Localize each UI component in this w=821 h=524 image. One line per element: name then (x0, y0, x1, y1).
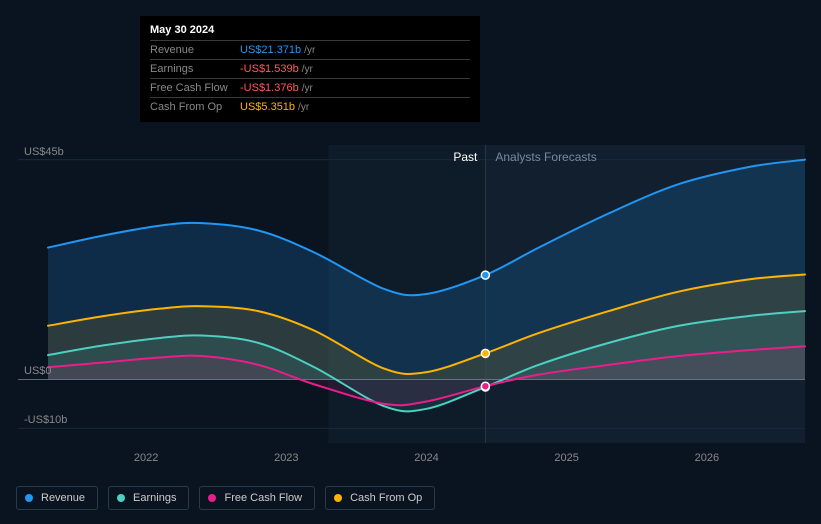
x-axis-label: 2026 (695, 452, 719, 464)
y-axis-label: -US$10b (24, 414, 67, 426)
x-axis-label: 2023 (274, 452, 298, 464)
tooltip-row-label: Earnings (150, 63, 240, 75)
tooltip-row-value: US$5.351b (240, 101, 295, 113)
legend-dot-icon (25, 494, 33, 502)
legend-item-revenue[interactable]: Revenue (16, 486, 98, 510)
legend-item-earnings[interactable]: Earnings (108, 486, 189, 510)
tooltip-row-label: Revenue (150, 44, 240, 56)
tooltip-row-unit: /yr (302, 83, 313, 94)
chart-legend: Revenue Earnings Free Cash Flow Cash From O… (16, 486, 435, 510)
x-axis-label: 2022 (134, 452, 158, 464)
tooltip-row-value: -US$1.376b (240, 82, 299, 94)
legend-item-label: Revenue (41, 492, 85, 504)
tooltip-row-label: Free Cash Flow (150, 82, 240, 94)
legend-dot-icon (334, 494, 342, 502)
x-axis-label: 2024 (414, 452, 438, 464)
legend-item-label: Cash From Op (350, 492, 422, 504)
tooltip-row-unit: /yr (304, 45, 315, 56)
tooltip-row: Earnings-US$1.539b/yr (150, 59, 470, 78)
hover-tooltip: May 30 2024 RevenueUS$21.371b/yrEarnings… (140, 16, 480, 122)
legend-item-label: Earnings (133, 492, 176, 504)
tooltip-row-value: -US$1.539b (240, 63, 299, 75)
legend-dot-icon (208, 494, 216, 502)
legend-dot-icon (117, 494, 125, 502)
tooltip-row: RevenueUS$21.371b/yr (150, 40, 470, 59)
tooltip-row-unit: /yr (302, 64, 313, 75)
tooltip-row-unit: /yr (298, 102, 309, 113)
x-axis-label: 2025 (554, 452, 578, 464)
past-region-label: Past (453, 150, 477, 164)
forecast-region-label: Analysts Forecasts (495, 150, 596, 164)
tooltip-title: May 30 2024 (150, 24, 470, 40)
legend-item-cash_from_op[interactable]: Cash From Op (325, 486, 435, 510)
tooltip-row: Free Cash Flow-US$1.376b/yr (150, 78, 470, 97)
y-axis-label: US$45b (24, 146, 64, 158)
legend-item-label: Free Cash Flow (224, 492, 302, 504)
tooltip-row-label: Cash From Op (150, 101, 240, 113)
y-axis-label: US$0 (24, 365, 52, 377)
tooltip-row-value: US$21.371b (240, 44, 301, 56)
legend-item-free_cash_flow[interactable]: Free Cash Flow (199, 486, 315, 510)
tooltip-row: Cash From OpUS$5.351b/yr (150, 97, 470, 116)
